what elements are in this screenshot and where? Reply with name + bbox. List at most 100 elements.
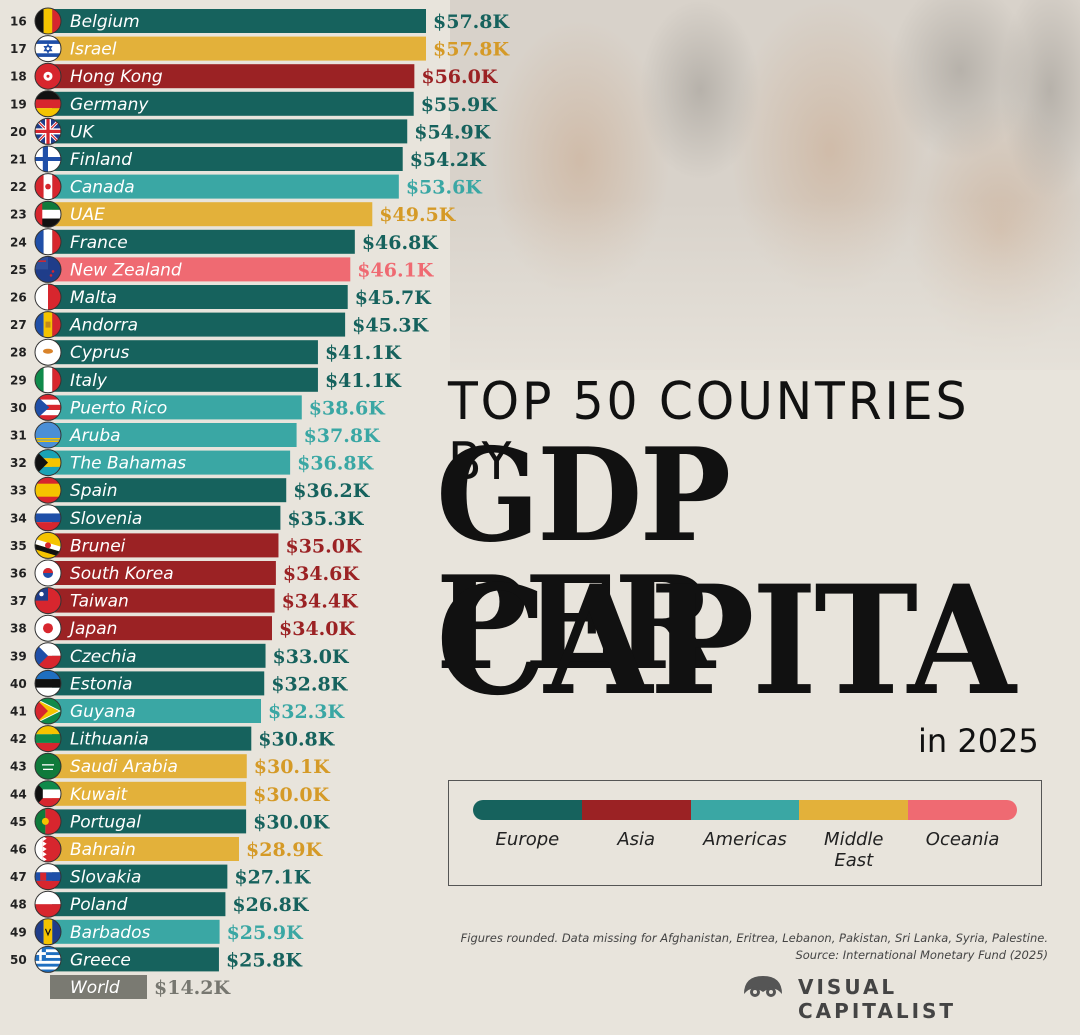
andorra-flag-icon <box>34 311 62 339</box>
brunei-flag-icon <box>34 531 62 559</box>
country-label: Lithuania <box>70 730 149 750</box>
portugal-flag-icon <box>34 807 62 835</box>
guyana-flag-icon <box>34 697 62 725</box>
poland-flag-icon <box>34 890 62 918</box>
value-label: $35.3K <box>287 508 364 530</box>
bar-row-germany: 19 Germany $55.9K <box>10 90 498 118</box>
bar-row-hong-kong: 18 Hong Kong $56.0K <box>10 62 499 90</box>
value-label: $41.1K <box>325 370 402 392</box>
country-label: South Korea <box>70 564 174 584</box>
czechia-flag-icon <box>34 642 62 670</box>
bar-hong-kong <box>52 64 415 89</box>
value-label: $37.8K <box>304 425 381 447</box>
bar-portugal <box>52 809 247 834</box>
cyprus-flag-icon <box>34 338 62 366</box>
bar-greece <box>52 947 219 972</box>
bar-row-kuwait: 44 Kuwait $30.0K <box>10 780 331 808</box>
country-label: Brunei <box>70 536 126 556</box>
value-label: $38.6K <box>309 397 386 419</box>
greece-flag-icon <box>34 945 62 973</box>
bar-aruba <box>52 423 297 447</box>
rank-label: 23 <box>10 208 27 222</box>
italy-flag-icon <box>34 366 62 394</box>
kuwait-flag-icon <box>34 780 62 808</box>
bar-row-belgium: 16 Belgium $57.8K <box>10 7 510 35</box>
value-label: $34.6K <box>283 563 360 585</box>
legend-swatch-middle-east <box>799 800 909 820</box>
value-label: $46.8K <box>362 232 439 254</box>
value-label: $57.8K <box>433 11 510 33</box>
value-label: $54.2K <box>410 149 487 171</box>
bar-puerto-rico <box>52 395 302 420</box>
bar-row-world: World $14.2K <box>50 975 231 999</box>
rank-label: 36 <box>10 567 27 581</box>
value-label: $53.6K <box>406 177 483 199</box>
bar-new-zealand <box>52 257 351 282</box>
bar-row-bahrain: 46 Bahrain $28.9K <box>10 835 323 863</box>
bar-row-taiwan: 37 Taiwan $34.4K <box>10 587 359 615</box>
bar-finland <box>52 147 403 171</box>
bar-row-italy: 29 Italy $41.1K <box>10 366 402 394</box>
bar-spain <box>52 478 287 503</box>
rank-label: 46 <box>10 843 27 857</box>
rank-label: 31 <box>10 429 27 443</box>
bar-row-brunei: 35 Brunei $35.0K <box>10 531 363 559</box>
country-label: Hong Kong <box>70 67 163 87</box>
bar-row-barbados: 49 Barbados $25.9K <box>10 918 304 946</box>
country-label: Belgium <box>70 12 140 32</box>
bar-world <box>50 975 147 999</box>
bar-czechia <box>52 643 266 668</box>
country-label: Germany <box>70 95 149 115</box>
belgium-flag-icon <box>34 7 62 35</box>
malta-flag-icon <box>34 283 62 311</box>
value-label: $49.5K <box>379 204 456 226</box>
country-label: Cyprus <box>70 343 129 363</box>
bahrain-flag-icon <box>34 835 62 863</box>
bar-estonia <box>52 671 265 696</box>
rank-label: 45 <box>10 815 27 829</box>
value-label: $25.9K <box>227 922 304 944</box>
value-label: $28.9K <box>246 839 323 861</box>
country-label: Israel <box>70 40 117 60</box>
bar-row-france: 24 France $46.8K <box>10 228 439 256</box>
value-label: $27.1K <box>234 867 311 889</box>
value-label: $30.0K <box>253 784 330 806</box>
country-label: UAE <box>70 205 105 225</box>
country-label: New Zealand <box>70 260 182 280</box>
country-label: Czechia <box>70 647 137 667</box>
value-label: $34.4K <box>282 591 359 613</box>
bar-south-korea <box>52 561 276 585</box>
bar-israel <box>52 36 426 61</box>
israel-flag-icon <box>34 35 62 63</box>
country-label: Kuwait <box>70 785 129 805</box>
country-label: Puerto Rico <box>70 398 167 418</box>
bar-barbados <box>52 919 220 944</box>
bar-lithuania <box>52 726 252 751</box>
rank-label: 40 <box>10 677 27 691</box>
rank-label: 21 <box>10 153 27 167</box>
country-label: Saudi Arabia <box>70 757 178 777</box>
rank-label: 29 <box>10 373 27 387</box>
japan-flag-icon <box>34 614 62 642</box>
bar-guyana <box>52 699 261 723</box>
rank-label: 19 <box>10 97 27 111</box>
saudi-arabia-flag-icon <box>34 752 62 780</box>
country-label: Poland <box>70 895 128 915</box>
legend-label-americas: Americas <box>703 829 787 850</box>
rank-label: 32 <box>10 456 27 470</box>
bar-taiwan <box>52 588 275 613</box>
bar-row-japan: 38 Japan $34.0K <box>10 614 356 642</box>
title-line-3: CAPITA <box>436 553 1016 729</box>
country-label: Guyana <box>70 702 136 722</box>
bar-malta <box>52 285 348 309</box>
bar-row-greece: 50 Greece $25.8K <box>10 945 303 973</box>
bar-row-finland: 21 Finland $54.2K <box>10 145 487 173</box>
legend-swatch-asia <box>581 800 691 820</box>
bar-row-cyprus: 28 Cyprus $41.1K <box>10 338 402 366</box>
value-label: $55.9K <box>421 94 498 116</box>
title-line-1: TOP 50 COUNTRIES BY <box>448 372 970 492</box>
footnote-source: Source: International Monetary Fund (202… <box>795 948 1048 962</box>
bar-germany <box>52 91 414 116</box>
